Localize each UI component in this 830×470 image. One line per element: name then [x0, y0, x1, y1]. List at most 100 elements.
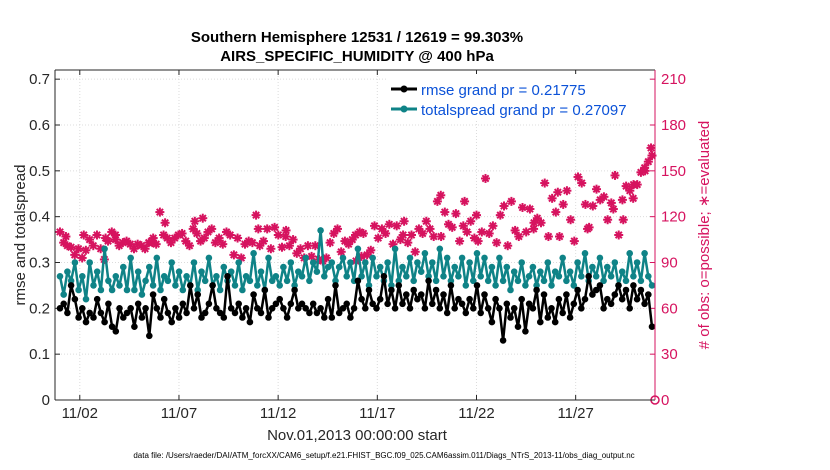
obs-star-stroke — [470, 234, 479, 242]
spread-point — [525, 273, 533, 280]
obs-star-stroke — [437, 232, 445, 241]
spread-point — [149, 282, 157, 289]
rmse-point — [235, 300, 242, 308]
spread-point — [313, 268, 321, 276]
obs-evaluated-marker — [70, 250, 80, 260]
obs-star-stroke — [200, 234, 209, 242]
spread-point — [604, 263, 611, 271]
obs-star-stroke — [381, 229, 390, 238]
obs-star-stroke — [389, 240, 397, 249]
rmse-point — [585, 273, 592, 280]
y-axis-left: 0 0.1 0.2 0.3 0.4 0.5 0.6 0.7 — [29, 71, 60, 409]
obs-evaluated-marker — [553, 187, 563, 197]
rmse-point — [589, 291, 596, 298]
spread-point — [179, 286, 187, 294]
spread-point — [574, 259, 581, 266]
obs-star-stroke — [137, 241, 146, 250]
spread-point — [637, 277, 645, 285]
rmse-point — [395, 282, 403, 289]
spread-point — [213, 273, 220, 280]
spread-point — [60, 291, 67, 298]
obs-star-stroke — [392, 221, 401, 230]
y-tick-label: 0.1 — [29, 346, 50, 363]
obs-evaluated-marker — [436, 190, 446, 200]
obs-evaluated-marker — [392, 221, 402, 231]
obs-star-stroke — [307, 252, 316, 261]
x-tick-label: 11/02 — [62, 405, 98, 422]
obs-evaluated-marker — [403, 238, 413, 248]
obs-star-stroke — [111, 235, 120, 244]
spread-point — [328, 259, 336, 266]
spread-point — [82, 295, 90, 303]
obs-evaluated-marker — [77, 253, 87, 263]
x-tick-label: 11/07 — [161, 405, 197, 422]
spread-point — [600, 277, 607, 285]
rmse-point — [71, 295, 79, 303]
spread-point — [611, 259, 619, 266]
rmse-point — [138, 314, 146, 321]
rmse-point — [384, 300, 391, 308]
rmse-point — [358, 295, 365, 303]
obs-evaluated-marker — [366, 245, 376, 255]
obs-star-stroke — [629, 194, 638, 203]
rmse-point — [592, 286, 600, 294]
spread-point — [358, 273, 365, 280]
obs-star-stroke — [333, 225, 342, 233]
rmse-point — [317, 305, 324, 312]
rmse-point — [548, 305, 555, 312]
rmse-point — [239, 314, 246, 321]
rmse-point — [268, 305, 276, 312]
spread-point — [250, 250, 257, 257]
obs-star-stroke — [326, 238, 334, 247]
obs-evaluated-marker — [580, 199, 590, 209]
obs-star-stroke — [274, 231, 283, 239]
rmse-point — [537, 318, 544, 326]
x-tick-label: 11/22 — [458, 405, 494, 422]
obs-evaluated-marker — [184, 241, 194, 251]
rmse-point — [97, 309, 105, 317]
obs-evaluated-marker — [481, 173, 491, 183]
spread-point — [432, 277, 440, 285]
obs-star-stroke — [563, 186, 571, 195]
rmse-point — [540, 291, 548, 298]
obs-evaluated-marker — [603, 215, 613, 225]
obs-star-stroke — [537, 218, 545, 227]
obs-star-stroke — [159, 231, 168, 239]
rmse-point — [462, 309, 470, 317]
obs-star-stroke — [152, 240, 161, 249]
obs-star-stroke — [93, 231, 101, 239]
rmse-point — [134, 300, 142, 308]
spread-point — [190, 259, 198, 266]
obs-evaluated-marker — [462, 227, 472, 237]
obs-star-stroke — [622, 182, 630, 190]
spread-point — [451, 263, 459, 271]
obs-star-stroke — [511, 226, 519, 235]
obs-evaluated-marker — [198, 213, 208, 223]
spread-point — [97, 286, 105, 294]
spread-point — [227, 268, 235, 276]
spread-point — [529, 263, 537, 271]
spread-point — [79, 273, 86, 280]
spread-point — [466, 259, 473, 266]
spread-point — [496, 254, 503, 262]
obs-star-stroke — [399, 231, 407, 239]
rmse-point — [570, 300, 578, 308]
obs-evaluated-marker — [551, 207, 561, 217]
obs-evaluated-marker — [66, 242, 76, 252]
rmse-point — [257, 309, 265, 317]
rmse-point — [525, 300, 533, 308]
rmse-point — [388, 286, 395, 294]
y-tick-label: 0.3 — [29, 255, 50, 272]
spread-point — [71, 259, 79, 266]
obs-star-stroke — [285, 241, 294, 250]
obs-evaluated-marker — [110, 235, 120, 245]
rmse-point — [414, 295, 421, 303]
obs-evaluated-marker — [592, 184, 602, 194]
obs-star-stroke — [366, 246, 375, 255]
rmse-point — [641, 300, 648, 308]
obs-star-stroke — [178, 229, 186, 238]
rmse-point — [112, 328, 120, 335]
obs-star-stroke — [492, 238, 501, 247]
spread-point — [596, 254, 604, 262]
obs-star-stroke — [619, 215, 628, 224]
